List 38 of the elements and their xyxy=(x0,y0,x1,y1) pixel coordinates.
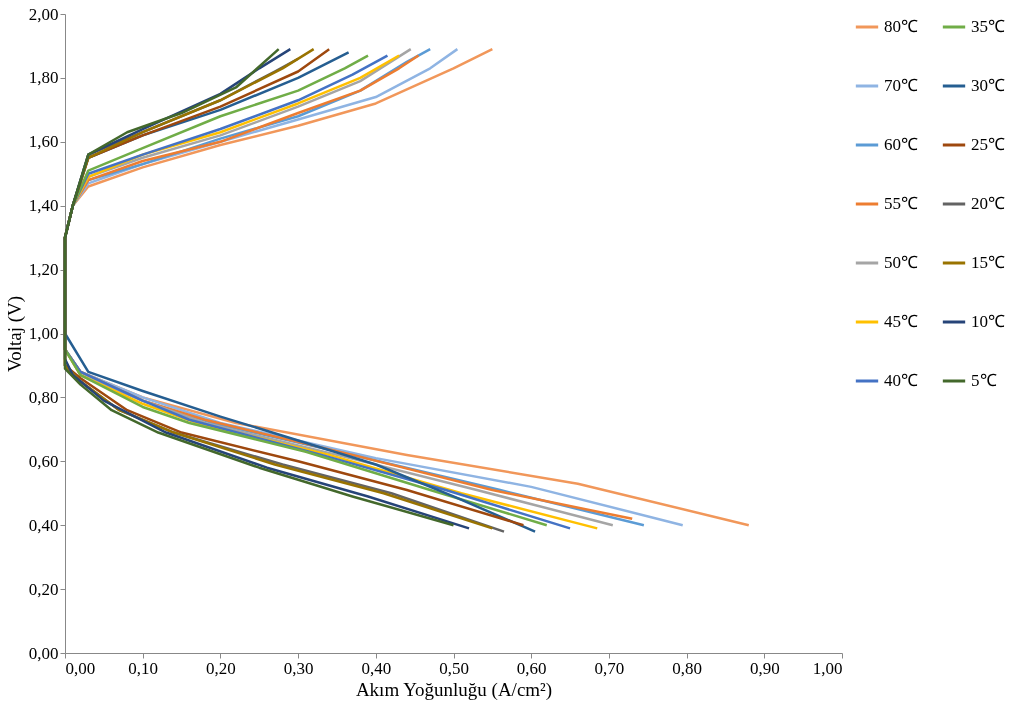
y-tick-label: 1,80 xyxy=(28,68,59,88)
x-tick-label: 0,60 xyxy=(516,658,547,678)
y-tick-label: 2,00 xyxy=(28,4,59,24)
y-tick-label: 1,00 xyxy=(28,324,59,343)
x-tick-label: 0,20 xyxy=(206,658,236,678)
y-tick-label: 0,60 xyxy=(28,451,59,471)
x-axis-title: Akım Yoğunluğu (A/cm²) xyxy=(355,678,553,701)
y-tick-label: 0,80 xyxy=(28,387,59,407)
legend-label: 30℃ xyxy=(971,76,1005,95)
x-tick-label: 0,90 xyxy=(749,658,780,678)
legend-label: 80℃ xyxy=(884,17,918,36)
legend-label: 35℃ xyxy=(971,17,1005,36)
x-tick-label: 0,30 xyxy=(283,658,314,678)
legend-label: 50℃ xyxy=(884,253,918,272)
x-tick-label: 1,00 xyxy=(812,658,843,678)
y-tick-label: 1,60 xyxy=(28,132,59,152)
y-tick-label: 0,40 xyxy=(28,515,59,535)
x-tick-label: 0,40 xyxy=(361,658,392,678)
x-tick-label: 0,50 xyxy=(439,658,469,678)
legend-label: 60℃ xyxy=(884,135,918,154)
x-tick-label: 0,80 xyxy=(672,658,702,678)
y-axis-title: Voltaj (V) xyxy=(3,295,26,373)
y-tick-label: 0,20 xyxy=(28,579,59,599)
y-tick-label: 1,20 xyxy=(28,260,59,280)
x-tick-label: 0,10 xyxy=(128,658,159,678)
y-tick-label: 1,40 xyxy=(28,196,59,216)
y-tick-label: 0,00 xyxy=(28,643,59,663)
legend-label: 40℃ xyxy=(884,371,918,390)
legend-label: 20℃ xyxy=(971,194,1005,213)
legend-label: 25℃ xyxy=(971,135,1005,154)
legend-label: 15℃ xyxy=(971,253,1005,272)
legend-label: 5℃ xyxy=(971,371,997,390)
x-tick-label: 0,00 xyxy=(65,658,96,678)
legend-label: 70℃ xyxy=(884,76,918,95)
legend-label: 45℃ xyxy=(884,312,918,331)
x-tick-label: 0,70 xyxy=(594,658,625,678)
legend-label: 10℃ xyxy=(971,312,1005,331)
legend-label: 55℃ xyxy=(884,194,918,213)
